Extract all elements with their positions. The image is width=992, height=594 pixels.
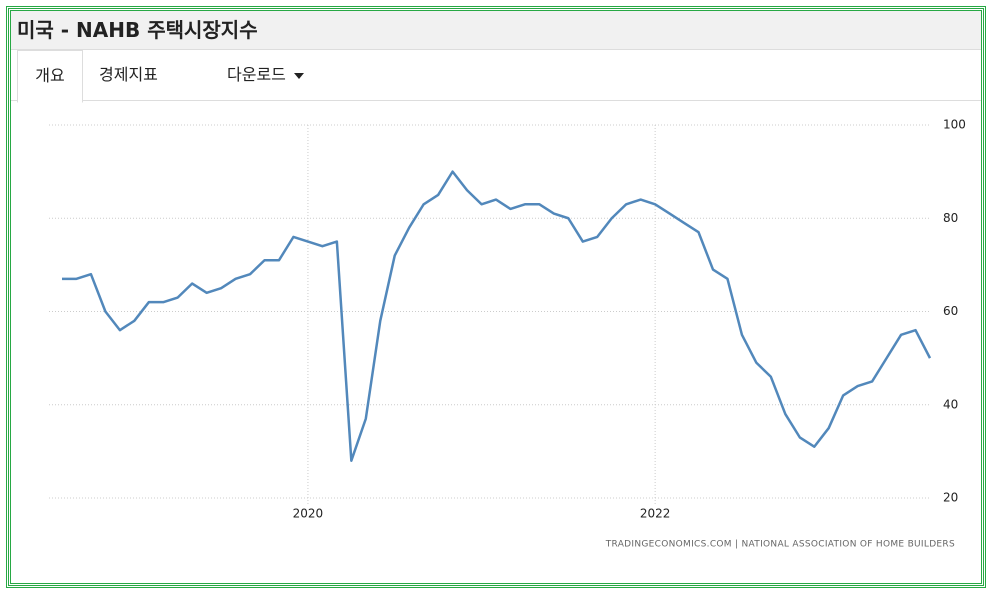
line [62, 170, 932, 462]
y-tick-label: 20 [943, 491, 958, 505]
caret [293, 72, 304, 79]
title: 미국 - NAHB 주택시장지수 [17, 18, 258, 42]
tab[interactable]: 개요 [17, 50, 83, 103]
y-tick-label: 100 [943, 118, 966, 132]
x-tick-label: 2022 [640, 507, 671, 521]
title-bar: 미국 - NAHB 주택시장지수 [11, 11, 981, 50]
source: TRADINGECONOMICS.COM | NATIONAL ASSOCIAT… [605, 540, 955, 550]
x-tick-label: 2020 [293, 507, 324, 521]
y-tick-label: 60 [943, 304, 958, 318]
tab-label: 다운로드 [227, 65, 286, 84]
tab[interactable]: 경제지표 [99, 65, 158, 84]
tab-bar: 개요 경제지표 다운로드 [11, 50, 981, 103]
dropdown-tab[interactable]: 다운로드 [227, 50, 304, 100]
y-tick-label: 40 [943, 397, 958, 411]
panel: 미국 - NAHB 주택시장지수 개요 경제지표 다운로드 20 40 60 80 10… [6, 6, 986, 588]
chart: 20 40 60 80 100 2020 2022 TRADINGECONOMICS.COM … [49, 118, 966, 550]
y-tick-label: 80 [943, 211, 958, 225]
